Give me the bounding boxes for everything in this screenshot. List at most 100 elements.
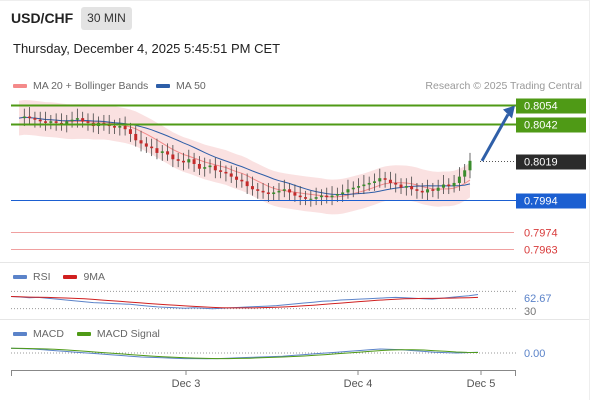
candle-body — [288, 189, 292, 193]
candle-body — [266, 192, 270, 195]
candle-body — [441, 184, 445, 188]
candle-body — [304, 197, 308, 199]
candle-body — [272, 192, 276, 195]
legend-ma20-label: MA 20 + Bollinger Bands — [33, 80, 149, 92]
candle-body — [468, 160, 472, 171]
candle-body — [235, 176, 239, 180]
candle-body — [192, 159, 196, 164]
candle-body — [426, 189, 430, 193]
ma50-line — [18, 116, 471, 196]
candle-body — [388, 179, 392, 183]
candle-body — [139, 140, 143, 144]
candle-body — [166, 151, 170, 155]
candle-body — [171, 154, 175, 160]
pivot-tag — [516, 193, 586, 209]
candle-body — [150, 146, 154, 149]
symbol-title: USD/CHF — [11, 10, 74, 26]
macd-signal-line — [10, 347, 479, 360]
candle-body — [70, 119, 74, 122]
candle-body — [44, 121, 48, 123]
credit-text: Research © 2025 Trading Central — [425, 80, 582, 92]
resistance-tag — [516, 98, 586, 114]
candle-body — [399, 184, 403, 188]
legend-macd: MACD MACD Signal — [13, 328, 160, 340]
candle-body — [250, 186, 254, 190]
resistance-label: 0.8054 — [524, 101, 558, 113]
rsi-value-label: 62.67 — [524, 293, 552, 305]
candle-body — [314, 197, 318, 199]
pivot-label: 0.7994 — [524, 196, 558, 208]
macd-value-label: 0.00 — [524, 348, 545, 360]
legend-rsi-ma-label: 9MA — [83, 271, 106, 283]
candle-body — [38, 119, 42, 122]
candle-body — [123, 126, 127, 130]
ma20-line — [18, 116, 471, 198]
candle-body — [187, 159, 191, 163]
timestamp: Thursday, December 4, 2025 5:45:51 PM CE… — [13, 41, 281, 56]
candle-body — [298, 195, 302, 198]
candle-body — [362, 184, 366, 187]
x-tick-label: Dec 4 — [344, 378, 373, 390]
candle-body — [49, 121, 53, 123]
rsi-ma-swatch — [63, 275, 78, 280]
candle-body — [240, 179, 244, 182]
support-label: 0.7974 — [524, 228, 558, 240]
candle-body — [75, 118, 79, 120]
candle-body — [351, 187, 355, 190]
candle-body — [415, 189, 419, 191]
candle-body — [335, 194, 339, 196]
candle-body — [113, 126, 117, 128]
candle-body — [394, 182, 398, 185]
candle-body — [309, 198, 313, 200]
candle-body — [277, 190, 281, 193]
legend-rsi-label: RSI — [33, 271, 51, 283]
candle-body — [219, 170, 223, 172]
bollinger-band — [19, 100, 470, 215]
candle-body — [372, 181, 376, 183]
candle-body — [293, 192, 297, 196]
legend-ma20: MA 20 + Bollinger Bands — [13, 80, 148, 92]
candle-body — [155, 148, 159, 153]
rsi-ma-line — [10, 296, 479, 309]
candle-body — [319, 195, 323, 198]
candle-body — [81, 118, 85, 122]
candle-body — [357, 186, 361, 188]
candle-body — [261, 190, 265, 193]
rsi-level-label: 30 — [524, 306, 536, 318]
forecast-arrow — [480, 113, 510, 162]
candle-body — [65, 121, 69, 125]
candle-body — [436, 187, 440, 191]
ma20-swatch — [13, 84, 27, 89]
candle-body — [224, 171, 228, 174]
candle-body — [22, 116, 26, 119]
candle-body — [404, 186, 408, 188]
candle-body — [144, 143, 148, 147]
candle-body — [229, 173, 233, 177]
legend-macd-label: MACD — [33, 328, 64, 340]
candle-body — [457, 176, 461, 183]
candle-body — [346, 189, 350, 193]
current-price-tag — [516, 154, 586, 170]
candle-body — [28, 116, 32, 119]
candle-body — [213, 165, 217, 171]
candle-body — [383, 178, 387, 180]
candle-body — [378, 178, 382, 182]
rsi-swatch — [13, 275, 27, 280]
candle-body — [330, 195, 334, 198]
candle-body — [431, 189, 435, 191]
candle-body — [463, 170, 467, 177]
forecast-arrowhead — [503, 105, 515, 119]
candle-body — [452, 182, 456, 187]
ma50-swatch — [156, 84, 170, 89]
resistance-tag — [516, 117, 586, 133]
candle-body — [134, 133, 138, 141]
candle-body — [128, 129, 132, 134]
candle-body — [367, 182, 371, 185]
candle-body — [256, 189, 260, 191]
candle-body — [282, 189, 286, 191]
candle-body — [447, 184, 451, 187]
candle-body — [420, 190, 424, 193]
timeframe-button[interactable]: 30 MIN — [81, 7, 132, 30]
x-tick-label: Dec 5 — [467, 378, 496, 390]
